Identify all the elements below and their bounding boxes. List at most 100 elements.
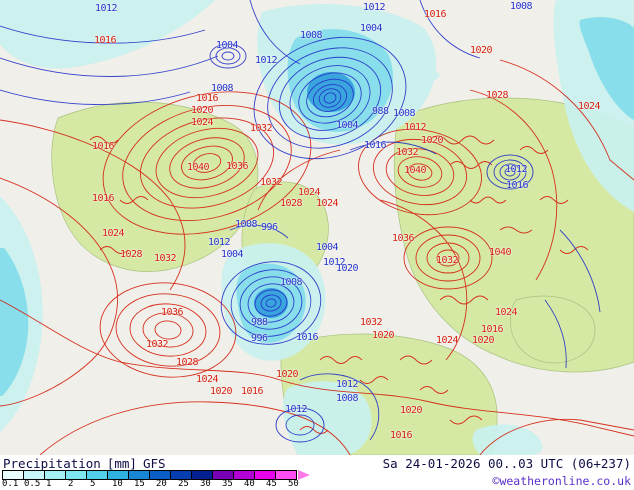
pressure-label-high: 1020 — [470, 45, 493, 56]
pressure-label-high: 1024 — [436, 335, 459, 346]
scale-tick-label: 0.1 — [2, 479, 19, 489]
scale-ticks: 0.1 0.5 1 2 5 10 15 20 25 30 35 40 45 50 — [2, 480, 310, 489]
pressure-label-high: 1024 — [102, 228, 125, 239]
pressure-label-low: 1008 — [211, 83, 234, 94]
map-canvas — [0, 0, 634, 455]
scale-tick-label: 2 — [68, 479, 74, 489]
pressure-label-high: 1016 — [424, 9, 447, 20]
pressure-label-high: 1020 — [210, 386, 233, 397]
legend-title: Precipitation [mm] GFS — [3, 456, 166, 471]
pressure-label-high: 1028 — [120, 249, 143, 260]
pressure-label-low: 1012 — [255, 55, 278, 66]
pressure-label-high: 1016 — [92, 193, 115, 204]
pressure-label-low: 1012 — [95, 3, 118, 14]
scale-color-box — [23, 469, 45, 480]
pressure-label-low: 1004 — [316, 242, 339, 253]
pressure-label-low: 1016 — [506, 180, 529, 191]
scale-tick-label: 35 — [222, 479, 233, 489]
forecast-datetime: Sa 24-01-2026 00..03 UTC (06+237) — [382, 456, 631, 471]
scale-color-box — [107, 469, 129, 480]
pressure-label-low: 1008 — [300, 30, 323, 41]
low-pressure-contours — [0, 0, 601, 443]
pressure-label-high: 1032 — [146, 339, 169, 350]
scale-color-box — [44, 469, 66, 480]
pressure-label-high: 1024 — [578, 101, 601, 112]
map-area: 1012 1012 1016 1008 1004 1016 1004 1008 1012 1020… — [0, 0, 634, 455]
scale-color-box — [149, 469, 171, 480]
pressure-label-low: 1004 — [216, 40, 239, 51]
scale-color-box — [2, 469, 24, 480]
scale-tick-label: 10 — [112, 479, 123, 489]
legend-bar: Precipitation [mm] GFS Sa 24-01-2026 00.… — [0, 455, 634, 490]
scale-tick-label: 25 — [178, 479, 189, 489]
scale-color-box — [86, 469, 108, 480]
pressure-label-high: 1032 — [436, 255, 459, 266]
pressure-label-low: 1012 — [505, 164, 528, 175]
scale-arrow-icon — [298, 469, 310, 480]
scale-color-box — [65, 469, 87, 480]
pressure-label-low: 1020 — [336, 263, 359, 274]
pressure-label-high: 1032 — [360, 317, 383, 328]
pressure-label-high: 1028 — [176, 357, 199, 368]
pressure-label-low: 996 — [261, 222, 278, 233]
pressure-label-low: 1008 — [280, 277, 303, 288]
pressure-label-high: 1016 — [196, 93, 219, 104]
pressure-label-high: 1028 — [486, 90, 509, 101]
pressure-label-low: 1012 — [208, 237, 231, 248]
pressure-label-high: 1024 — [191, 117, 214, 128]
pressure-label-high: 1020 — [276, 369, 299, 380]
color-scale — [2, 469, 310, 480]
scale-tick-label: 40 — [244, 479, 255, 489]
scale-boxes — [2, 469, 297, 480]
pressure-label-low: 1012 — [323, 257, 346, 268]
pressure-label-low: 1012 — [285, 404, 308, 415]
pressure-label-high: 1012 — [404, 122, 427, 133]
pressure-label-high: 1020 — [421, 135, 444, 146]
pressure-label-high: 1020 — [472, 335, 495, 346]
scale-tick-label: 50 — [288, 479, 299, 489]
pressure-label-low: 988 — [251, 317, 268, 328]
pressure-label-low: 1004 — [221, 249, 244, 260]
high-pressure-contours — [0, 59, 634, 455]
pressure-label-high: 1024 — [196, 374, 219, 385]
pressure-label-high: 1016 — [481, 324, 504, 335]
legend-model: GFS — [142, 456, 166, 471]
pressure-label-high: 1040 — [404, 165, 427, 176]
scale-color-box — [254, 469, 276, 480]
pressure-label-low: 1008 — [393, 108, 416, 119]
scale-color-box — [275, 469, 297, 480]
pressure-label-high: 1020 — [191, 105, 214, 116]
pressure-label-high: 1040 — [187, 162, 210, 173]
pressure-label-low: 996 — [251, 333, 268, 344]
legend-unit: [mm] — [106, 456, 137, 471]
pressure-label-high: 1020 — [400, 405, 423, 416]
pressure-label-low: 1012 — [363, 2, 386, 13]
pressure-label-low: 988 — [372, 106, 389, 117]
pressure-label-high: 1028 — [280, 198, 303, 209]
pressure-label-low: 1008 — [510, 1, 533, 12]
scale-color-box — [191, 469, 213, 480]
pressure-label-low: 1016 — [296, 332, 319, 343]
pressure-label-high: 1016 — [92, 141, 115, 152]
scale-color-box — [212, 469, 234, 480]
scale-tick-label: 0.5 — [24, 479, 41, 489]
pressure-label-high: 1036 — [392, 233, 415, 244]
pressure-label-high: 1024 — [316, 198, 339, 209]
scale-color-box — [170, 469, 192, 480]
pressure-label-high: 1040 — [489, 247, 512, 258]
scale-color-box — [128, 469, 150, 480]
pressure-label-high: 1032 — [260, 177, 283, 188]
scale-tick-label: 30 — [200, 479, 211, 489]
pressure-label-low: 1016 — [364, 140, 387, 151]
scale-tick-label: 45 — [266, 479, 277, 489]
scale-tick-label: 5 — [90, 479, 96, 489]
scale-tick-label: 15 — [134, 479, 145, 489]
scale-color-box — [233, 469, 255, 480]
scale-tick-label: 1 — [46, 479, 52, 489]
pressure-label-high: 1024 — [495, 307, 518, 318]
pressure-label-high: 1032 — [154, 253, 177, 264]
pressure-label-high: 1016 — [241, 386, 264, 397]
pressure-label-high: 1024 — [298, 187, 321, 198]
copyright-text: ©weatheronline.co.uk — [492, 474, 631, 488]
